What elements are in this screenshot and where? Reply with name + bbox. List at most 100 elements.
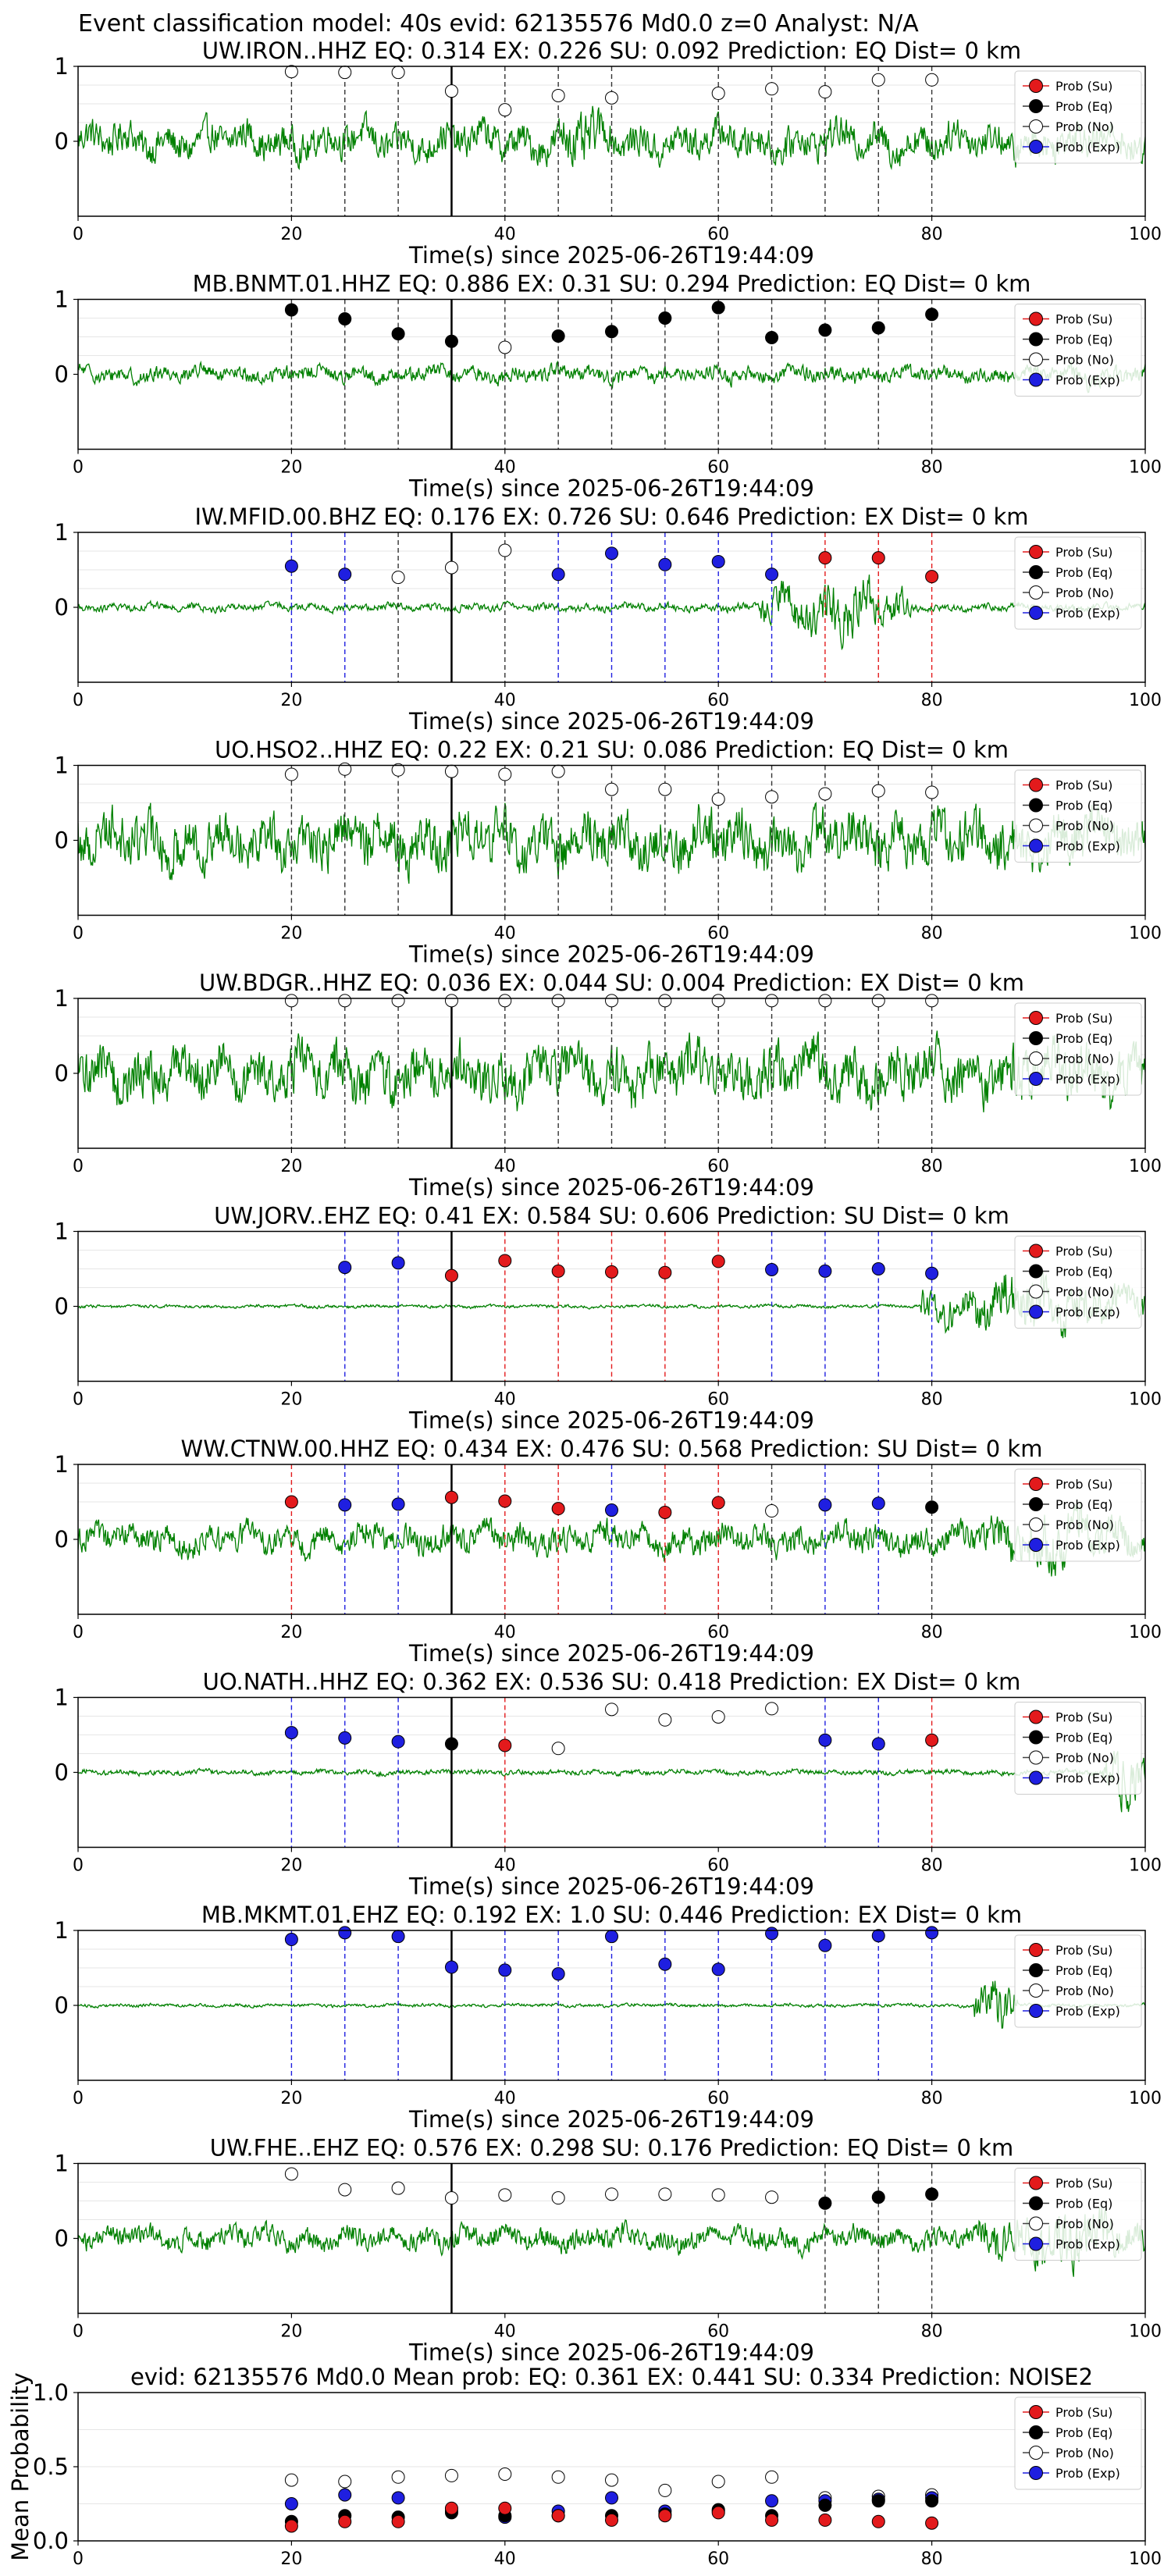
prob-marker-no <box>818 787 832 801</box>
prob-marker-no <box>658 2187 672 2201</box>
mean-marker-exp <box>765 2494 779 2508</box>
x-tick-label: 60 <box>707 2089 729 2108</box>
mean-marker-su <box>284 2519 298 2533</box>
prob-marker-no <box>711 87 725 101</box>
prob-marker-eq <box>925 308 939 322</box>
prob-marker-exp <box>818 1264 832 1278</box>
prob-marker-eq <box>765 330 779 344</box>
x-axis-label: Time(s) since 2025-06-26T19:44:09 <box>408 475 814 502</box>
legend-label-eq: Prob (Eq) <box>1055 1731 1112 1745</box>
legend-label-su: Prob (Su) <box>1055 1011 1112 1026</box>
x-tick-label: 40 <box>494 458 516 478</box>
x-tick-label: 60 <box>707 924 729 944</box>
x-tick-label: 60 <box>707 2549 729 2569</box>
y-tick-label: 0 <box>55 827 69 854</box>
prob-marker-exp <box>605 1930 618 1944</box>
prob-marker-exp <box>284 559 298 573</box>
legend-marker-su <box>1029 1943 1043 1957</box>
mean-marker-su <box>391 2514 405 2528</box>
prob-marker-no <box>658 994 672 1008</box>
legend-marker-su <box>1029 311 1043 326</box>
prob-marker-no <box>605 782 618 796</box>
x-tick-label: 0 <box>73 2089 84 2108</box>
legend-label-su: Prob (Su) <box>1055 778 1112 793</box>
x-tick-label: 20 <box>280 691 302 710</box>
prob-marker-exp <box>711 1962 725 1976</box>
x-axis-label: Time(s) since 2025-06-26T19:44:09 <box>408 2106 814 2133</box>
prob-marker-exp <box>871 1737 885 1751</box>
prob-marker-su <box>871 551 885 565</box>
x-tick-label: 80 <box>921 1157 943 1176</box>
y-tick-label: 1 <box>55 519 69 546</box>
legend-marker-no <box>1029 1284 1043 1299</box>
mean-marker-su <box>551 2509 565 2523</box>
prob-marker-no <box>284 2167 298 2181</box>
y-axis-label: Mean Probability <box>7 2372 34 2561</box>
x-tick-label: 100 <box>1129 924 1162 944</box>
legend-marker-no <box>1029 818 1043 833</box>
legend-label-no: Prob (No) <box>1055 2217 1114 2232</box>
legend-box <box>1014 2168 1142 2261</box>
station-panel-5: UW.JORV..EHZ EQ: 0.41 EX: 0.584 SU: 0.60… <box>55 1203 1162 1434</box>
legend-box <box>1014 70 1142 164</box>
prob-marker-su <box>444 1490 458 1504</box>
x-tick-label: 80 <box>921 225 943 244</box>
mean-marker-no <box>498 2467 512 2481</box>
prob-marker-su <box>498 1494 512 1508</box>
waveform-trace <box>78 1980 1145 2029</box>
legend-marker-exp <box>1029 1770 1043 1785</box>
panels: UW.IRON..HHZ EQ: 0.314 EX: 0.226 SU: 0.0… <box>7 37 1162 2569</box>
legend-marker-eq <box>1029 1264 1043 1279</box>
prob-marker-eq <box>605 325 618 339</box>
legend-label-exp: Prob (Exp) <box>1055 839 1120 854</box>
x-tick-label: 20 <box>280 458 302 478</box>
prob-marker-no <box>818 85 832 99</box>
x-tick-label: 60 <box>707 225 729 244</box>
prob-marker-exp <box>338 568 352 582</box>
y-tick-label: 1.0 <box>33 2379 69 2406</box>
y-tick-label: 0 <box>55 1992 69 2019</box>
x-tick-label: 20 <box>280 1856 302 1876</box>
legend-marker-no <box>1029 1750 1043 1765</box>
prob-marker-no <box>444 84 458 98</box>
mean-marker-su <box>605 2513 618 2527</box>
prob-marker-no <box>391 571 405 585</box>
station-panel-8: MB.MKMT.01.EHZ EQ: 0.192 EX: 1.0 SU: 0.4… <box>55 1902 1162 2133</box>
prob-marker-no <box>871 73 885 87</box>
x-tick-label: 0 <box>73 2322 84 2342</box>
prob-marker-no <box>605 994 618 1008</box>
panel-title: UO.NATH..HHZ EQ: 0.362 EX: 0.536 SU: 0.4… <box>203 1669 1021 1695</box>
x-tick-label: 0 <box>73 924 84 944</box>
prob-marker-exp <box>605 1503 618 1517</box>
y-tick-label: 0 <box>55 1293 69 1320</box>
mean-marker-no <box>711 2475 725 2489</box>
legend-marker-exp <box>1029 1304 1043 1319</box>
prob-marker-exp <box>338 1261 352 1275</box>
prob-marker-no <box>765 2190 779 2204</box>
legend-label-exp: Prob (Exp) <box>1055 606 1120 621</box>
y-tick-label: 0 <box>55 1526 69 1553</box>
prob-marker-exp <box>658 557 672 571</box>
legend-marker-exp <box>1029 372 1043 387</box>
y-tick-label: 0.0 <box>33 2528 69 2554</box>
panel-title: IW.MFID.00.BHZ EQ: 0.176 EX: 0.726 SU: 0… <box>194 503 1028 530</box>
legend-box <box>1014 1468 1142 1562</box>
prob-marker-no <box>711 1710 725 1724</box>
legend-marker-no <box>1029 352 1043 367</box>
prob-marker-no <box>284 994 298 1008</box>
x-tick-label: 0 <box>73 1390 84 1410</box>
prob-marker-su <box>925 570 939 584</box>
x-tick-label: 0 <box>73 1623 84 1642</box>
mean-marker-su <box>711 2506 725 2520</box>
prob-marker-no <box>551 88 565 102</box>
x-tick-label: 20 <box>280 2322 302 2342</box>
prob-marker-exp <box>871 1929 885 1943</box>
legend-label-eq: Prob (Eq) <box>1055 565 1112 580</box>
mean-marker-no <box>551 2470 565 2484</box>
legend-label-no: Prob (No) <box>1055 353 1114 368</box>
station-panel-3: UO.HSO2..HHZ EQ: 0.22 EX: 0.21 SU: 0.086… <box>55 737 1162 968</box>
panel-title: MB.BNMT.01.HHZ EQ: 0.886 EX: 0.31 SU: 0.… <box>193 271 1031 297</box>
legend-marker-eq <box>1029 565 1043 579</box>
waveform-trace <box>78 2207 1145 2277</box>
legend-label-su: Prob (Su) <box>1055 545 1112 560</box>
